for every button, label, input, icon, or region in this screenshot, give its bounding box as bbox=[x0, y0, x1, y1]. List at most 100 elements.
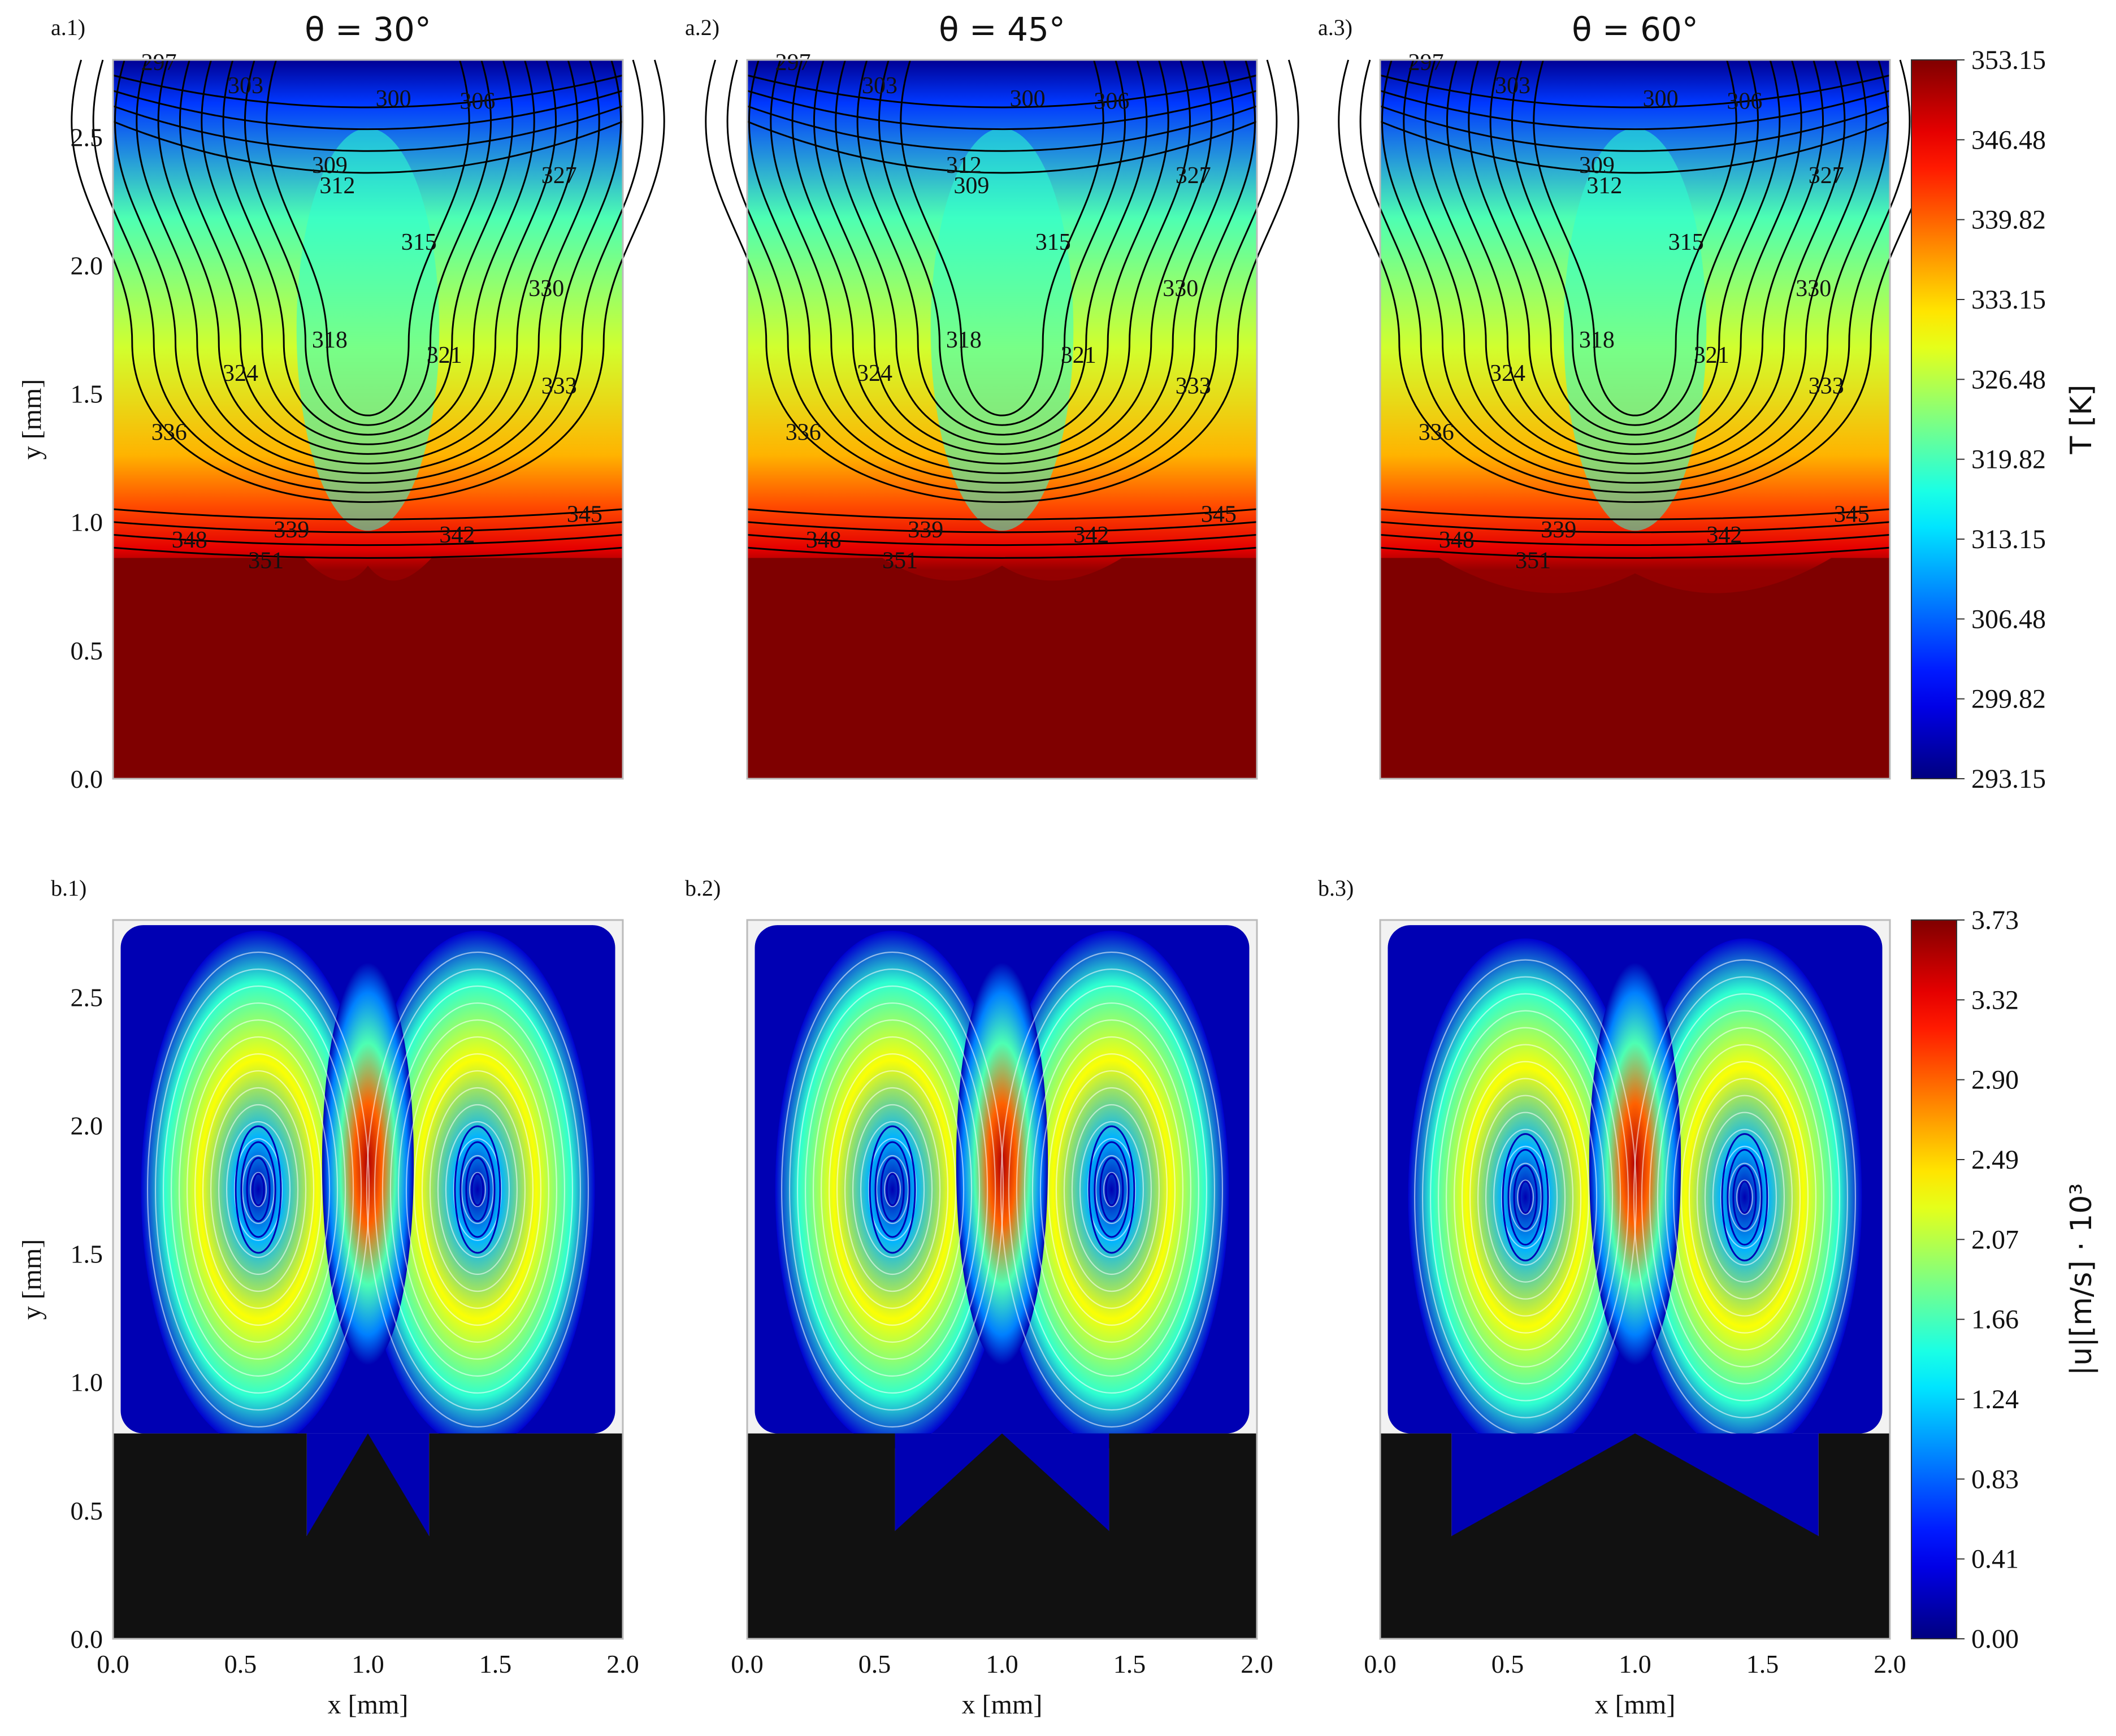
contour-label: 312 bbox=[1586, 173, 1622, 199]
plot-frame bbox=[1379, 59, 1891, 780]
isotherm bbox=[1380, 74, 1890, 108]
contour-label: 318 bbox=[312, 327, 348, 353]
streamline bbox=[1657, 1010, 1833, 1385]
panel-label: b.3) bbox=[1318, 875, 1354, 901]
panel-title: θ = 30° bbox=[305, 10, 431, 49]
isotherm bbox=[112, 546, 623, 559]
streamline bbox=[429, 1087, 526, 1292]
colorbar-body bbox=[1911, 59, 1957, 779]
contour-label: 297 bbox=[1408, 50, 1444, 76]
y-tick-label: 2.0 bbox=[71, 251, 103, 280]
streamline bbox=[1437, 1010, 1614, 1385]
vortex-cell bbox=[775, 931, 1010, 1448]
colorbar-tick-label: 313.15 bbox=[1971, 524, 2046, 554]
colorbar-tick-label: 339.82 bbox=[1971, 205, 2046, 235]
streamline bbox=[366, 951, 589, 1428]
contour-label: 300 bbox=[1643, 86, 1679, 112]
x-tick-label: 1.5 bbox=[1113, 1650, 1146, 1678]
vortex-core bbox=[235, 1125, 282, 1254]
contour-label: 315 bbox=[1668, 229, 1704, 255]
isotherm bbox=[1403, 59, 1867, 474]
streamline bbox=[1688, 1078, 1801, 1317]
contour-label: 312 bbox=[319, 173, 355, 199]
contour-label: 303 bbox=[228, 73, 263, 99]
solid-substrate bbox=[113, 1433, 623, 1639]
streamline bbox=[1103, 1171, 1121, 1208]
isotherm bbox=[201, 59, 535, 445]
isotherm bbox=[1381, 59, 1889, 484]
isotherm bbox=[112, 74, 623, 108]
colorbar-tick-label: 3.73 bbox=[1971, 905, 2019, 935]
isotherm bbox=[71, 59, 665, 504]
streamline bbox=[249, 1171, 267, 1208]
contour-label: 339 bbox=[1541, 517, 1576, 543]
y-tick-label: 1.0 bbox=[71, 508, 103, 537]
colorbar-label: |u|[m/s] · 10³ bbox=[2065, 1183, 2098, 1375]
vortex-cell bbox=[994, 931, 1229, 1448]
plot-frame bbox=[112, 919, 624, 1640]
isotherm bbox=[92, 59, 644, 493]
contour-label: 315 bbox=[1035, 229, 1071, 255]
streamline bbox=[1055, 1070, 1168, 1309]
colorbar-tick-label: 333.15 bbox=[1971, 285, 2046, 315]
isotherm bbox=[112, 533, 623, 546]
isotherm bbox=[1533, 59, 1737, 416]
isotherm bbox=[1424, 59, 1846, 465]
solid-substrate bbox=[1380, 1433, 1890, 1639]
vortex-core bbox=[886, 1173, 899, 1206]
y-tick-label: 0.0 bbox=[71, 765, 103, 793]
contour-label: 351 bbox=[882, 548, 918, 574]
contour-label: 321 bbox=[427, 342, 462, 368]
contour-label: 306 bbox=[1727, 88, 1762, 114]
colorbar-tick-label: 3.32 bbox=[1971, 985, 2019, 1015]
isotherm bbox=[222, 59, 514, 436]
streamline bbox=[453, 1138, 502, 1242]
isotherm bbox=[900, 59, 1104, 416]
y-tick-label: 1.5 bbox=[71, 1240, 103, 1269]
streamline bbox=[445, 1121, 510, 1258]
streamline bbox=[421, 1070, 534, 1309]
contour-label: 348 bbox=[1439, 527, 1475, 553]
vortex-core bbox=[874, 1141, 910, 1238]
contour-label: 351 bbox=[248, 548, 284, 574]
contour-label: 297 bbox=[141, 50, 177, 76]
contour-label: 327 bbox=[1809, 163, 1844, 189]
contour-label: 342 bbox=[1706, 522, 1742, 548]
contour-label: 309 bbox=[953, 173, 989, 199]
y-axis-label: y [mm] bbox=[17, 379, 47, 460]
streamline bbox=[226, 1121, 291, 1258]
heated-base bbox=[1380, 558, 1890, 779]
contour-label: 330 bbox=[1163, 276, 1198, 302]
colorbar-label: T [K] bbox=[2065, 385, 2098, 455]
streamline bbox=[218, 1104, 299, 1275]
streamline bbox=[405, 1036, 550, 1343]
streamline bbox=[788, 968, 996, 1411]
streamline bbox=[804, 1002, 981, 1377]
vortex-core bbox=[1513, 1165, 1538, 1230]
isotherm bbox=[1380, 546, 1890, 559]
streamline bbox=[178, 1019, 339, 1360]
contour-label: 336 bbox=[786, 419, 821, 445]
vortex-core bbox=[1727, 1149, 1763, 1246]
isotherm bbox=[747, 533, 1258, 546]
streamline bbox=[1493, 1129, 1558, 1266]
contour-label: 321 bbox=[1694, 342, 1729, 368]
isotherm bbox=[244, 59, 492, 426]
streamline bbox=[1047, 1053, 1176, 1326]
colorbar-tick-label: 346.48 bbox=[1971, 125, 2046, 155]
x-tick-label: 0.0 bbox=[1364, 1650, 1397, 1678]
x-axis-label: x [mm] bbox=[328, 1690, 409, 1720]
isotherm bbox=[112, 105, 623, 152]
colorbar-tick-label: 0.00 bbox=[1971, 1624, 2019, 1654]
streamline bbox=[1024, 1002, 1200, 1377]
colorbar-tick-label: 326.48 bbox=[1971, 364, 2046, 394]
vortex-core bbox=[880, 1157, 905, 1222]
streamlines bbox=[1413, 959, 1857, 1435]
solid-substrate bbox=[747, 1433, 1257, 1639]
isotherm bbox=[1359, 59, 1911, 493]
streamline bbox=[1445, 1027, 1606, 1368]
streamline bbox=[194, 1053, 323, 1326]
y-tick-label: 1.0 bbox=[71, 1368, 103, 1397]
colorbar-tick-label: 293.15 bbox=[1971, 764, 2046, 794]
colorbar-body bbox=[1911, 919, 1957, 1639]
